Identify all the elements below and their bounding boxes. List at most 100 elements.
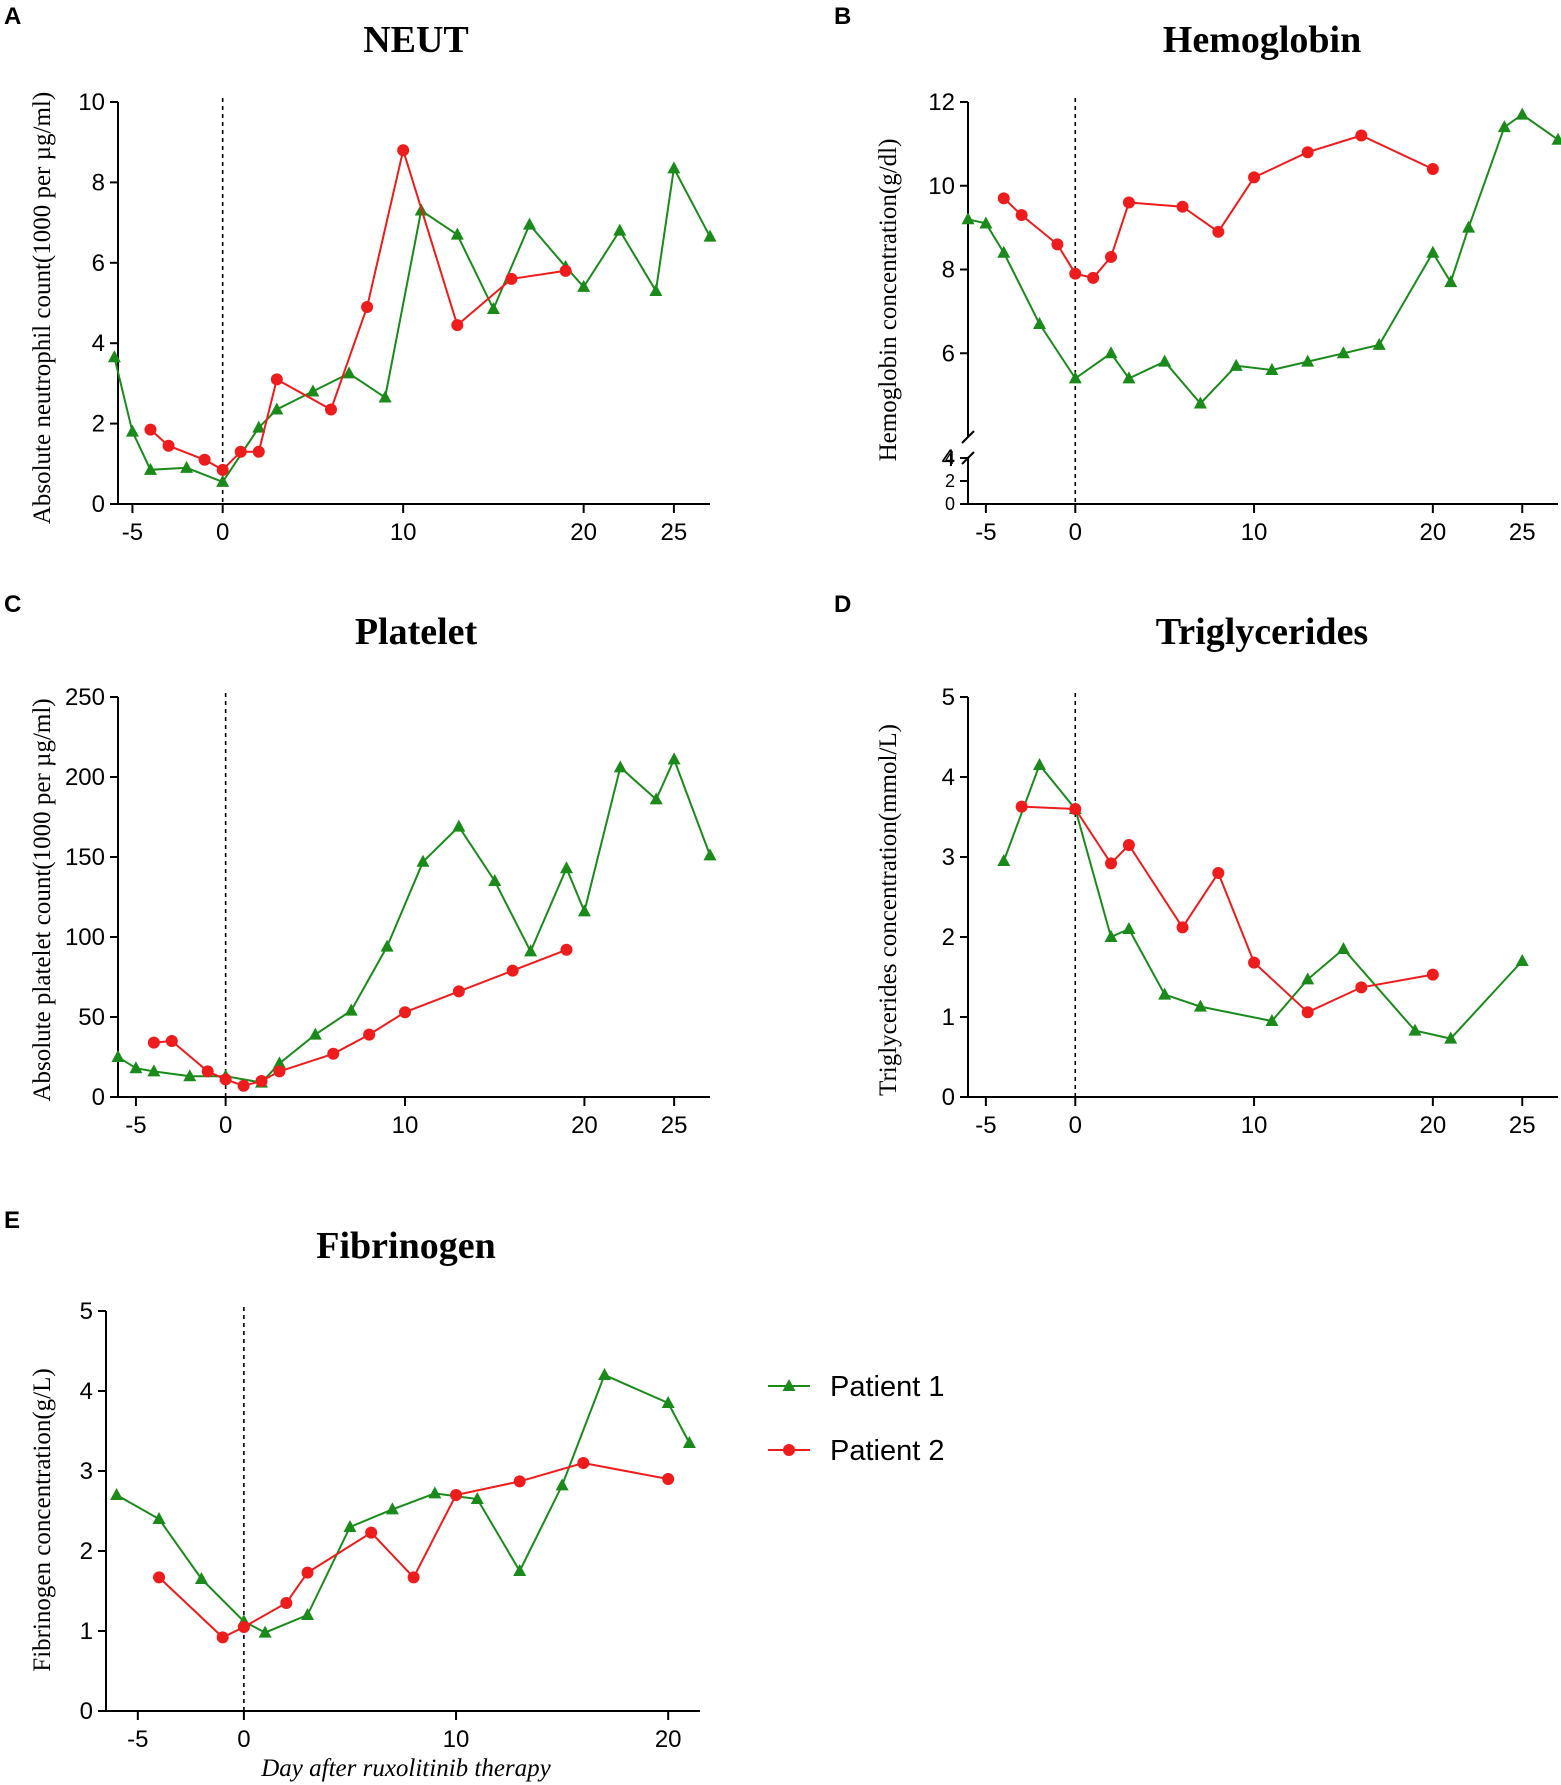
- triglycerides-point-patient-1: [1265, 1014, 1279, 1026]
- hemoglobin-series-patient-1: [961, 107, 1561, 409]
- platelet-point-patient-1: [380, 939, 394, 952]
- fibrinogen-point-patient-2: [407, 1571, 420, 1584]
- platelet-point-patient-2: [165, 1035, 178, 1047]
- platelet-point-patient-2: [273, 1065, 286, 1078]
- fibrinogen-x-tick-label: 20: [655, 1726, 682, 1753]
- fibrinogen-point-patient-1: [110, 1488, 124, 1500]
- neut-line-patient-2: [149, 146, 566, 472]
- platelet-point-patient-1: [147, 1064, 161, 1077]
- triglycerides-axes: 0 1 2 3 4 5 -5 0 10 20 25: [942, 684, 1558, 1139]
- neut-series-patient-1: [107, 161, 717, 487]
- triglycerides-point-patient-2: [1176, 921, 1189, 934]
- platelet-point-patient-1: [111, 1050, 125, 1062]
- y-axis-label-neut: Absolute neutrophil count(1000 per µg/ml…: [29, 92, 56, 524]
- platelet-point-patient-1: [649, 792, 663, 805]
- platelet-point-patient-2: [255, 1075, 268, 1087]
- triglycerides-point-patient-1: [997, 854, 1011, 866]
- neut-point-patient-1: [342, 366, 356, 379]
- fibrinogen-y-tick-label: 1: [80, 1618, 93, 1645]
- hemoglobin-y-tick-label: 10: [928, 173, 955, 200]
- triglycerides-y-tick-label: 4: [942, 764, 955, 791]
- platelet-series-patient-2: [147, 943, 573, 1092]
- platelet-point-patient-1: [488, 874, 502, 886]
- fibrinogen-axes: 0 1 2 3 4 5 -5 0 10 20: [80, 1298, 700, 1753]
- hemoglobin-point-patient-2: [1087, 271, 1100, 284]
- platelet-point-patient-1: [577, 904, 591, 917]
- legend-label-patient-2: Patient 2: [830, 1435, 944, 1467]
- hemoglobin-point-patient-2: [1212, 225, 1225, 238]
- neut-point-patient-2: [361, 301, 374, 314]
- y-axis-label-hemoglobin: Hemoglobin concentration(g/dl): [875, 139, 902, 462]
- neut-point-patient-2: [162, 439, 175, 452]
- panel-letter-b: B: [834, 3, 851, 30]
- neut-series-patient-2: [144, 144, 572, 476]
- fibrinogen-series-patient-2: [153, 1457, 675, 1644]
- neut-point-patient-2: [216, 463, 229, 476]
- triglycerides-point-patient-2: [1212, 867, 1225, 879]
- neut-point-patient-1: [577, 279, 591, 292]
- legend-label-patient-1: Patient 1: [830, 1371, 944, 1403]
- fibrinogen-point-patient-2: [577, 1457, 590, 1469]
- panel-triglycerides: D Triglycerides Triglycerides concentrat…: [834, 591, 1558, 1139]
- fibrinogen-point-patient-2: [280, 1597, 293, 1609]
- platelet-point-patient-2: [363, 1028, 376, 1041]
- neut-point-patient-2: [559, 264, 572, 277]
- neut-y-tick-label: 0: [92, 491, 105, 518]
- platelet-point-patient-1: [667, 752, 681, 765]
- neut-point-patient-2: [397, 144, 410, 157]
- chart-title-hemoglobin: Hemoglobin: [1163, 19, 1361, 61]
- fibrinogen-point-patient-1: [555, 1478, 569, 1491]
- triglycerides-point-patient-2: [1301, 1006, 1314, 1019]
- fibrinogen-y-tick-label: 3: [80, 1458, 93, 1485]
- platelet-point-patient-1: [183, 1069, 197, 1082]
- fibrinogen-point-patient-2: [450, 1489, 463, 1501]
- platelet-point-patient-2: [399, 1006, 412, 1019]
- neut-x-tick-label: 20: [570, 519, 597, 546]
- hemoglobin-point-patient-1: [1229, 358, 1243, 371]
- platelet-point-patient-2: [327, 1047, 340, 1060]
- fibrinogen-point-patient-2: [513, 1475, 526, 1488]
- hemoglobin-point-patient-1: [1158, 354, 1172, 367]
- neut-point-patient-1: [125, 424, 139, 437]
- hemoglobin-point-patient-1: [1336, 346, 1350, 359]
- hemoglobin-point-patient-1: [1301, 354, 1315, 367]
- hemoglobin-point-patient-1: [1462, 220, 1476, 233]
- hemoglobin-y-tick-label: 6: [942, 340, 955, 367]
- triglycerides-y-tick-label: 5: [942, 684, 955, 711]
- platelet-series-patient-1: [111, 752, 717, 1088]
- fibrinogen-x-tick-label: 0: [237, 1726, 250, 1753]
- hemoglobin-point-patient-2: [1015, 209, 1028, 222]
- hemoglobin-point-patient-1: [979, 216, 993, 229]
- triglycerides-line-patient-1: [1002, 763, 1523, 1040]
- triglycerides-point-patient-1: [1408, 1023, 1422, 1036]
- platelet-point-patient-2: [201, 1065, 214, 1078]
- fibrinogen-point-patient-1: [194, 1572, 208, 1584]
- legend-marker-patient-2: [783, 1444, 795, 1456]
- neut-point-patient-2: [324, 403, 337, 416]
- platelet-point-patient-1: [416, 854, 430, 867]
- triglycerides-point-patient-1: [1515, 954, 1529, 966]
- fibrinogen-y-tick-label: 5: [80, 1298, 93, 1325]
- hemoglobin-point-patient-2: [1426, 163, 1439, 175]
- neut-point-patient-2: [252, 445, 265, 458]
- fibrinogen-point-patient-1: [343, 1520, 357, 1532]
- hemoglobin-axis-break-mark: [961, 430, 975, 444]
- neut-y-tick-label: 4: [92, 330, 105, 357]
- platelet-y-tick-label: 200: [65, 764, 105, 791]
- neut-x-tick-label: 10: [390, 519, 417, 546]
- neut-y-tick-label: 10: [78, 89, 105, 116]
- neut-y-tick-label: 8: [92, 169, 105, 196]
- neut-x-tick-label: 0: [216, 519, 229, 546]
- fibrinogen-point-patient-2: [153, 1571, 166, 1584]
- neut-point-patient-1: [252, 420, 266, 433]
- hemoglobin-point-patient-1: [1033, 316, 1047, 329]
- triglycerides-y-tick-label: 2: [942, 924, 955, 951]
- triglycerides-point-patient-2: [1122, 839, 1135, 851]
- chart-title-neut: NEUT: [363, 19, 469, 61]
- platelet-point-patient-2: [237, 1079, 250, 1092]
- triglycerides-point-patient-1: [1104, 930, 1118, 942]
- hemoglobin-x-tick-label: 10: [1241, 519, 1268, 546]
- panel-neut: A NEUT Absolute neutrophil count(1000 pe…: [4, 3, 717, 546]
- triglycerides-line-patient-2: [1021, 805, 1433, 1014]
